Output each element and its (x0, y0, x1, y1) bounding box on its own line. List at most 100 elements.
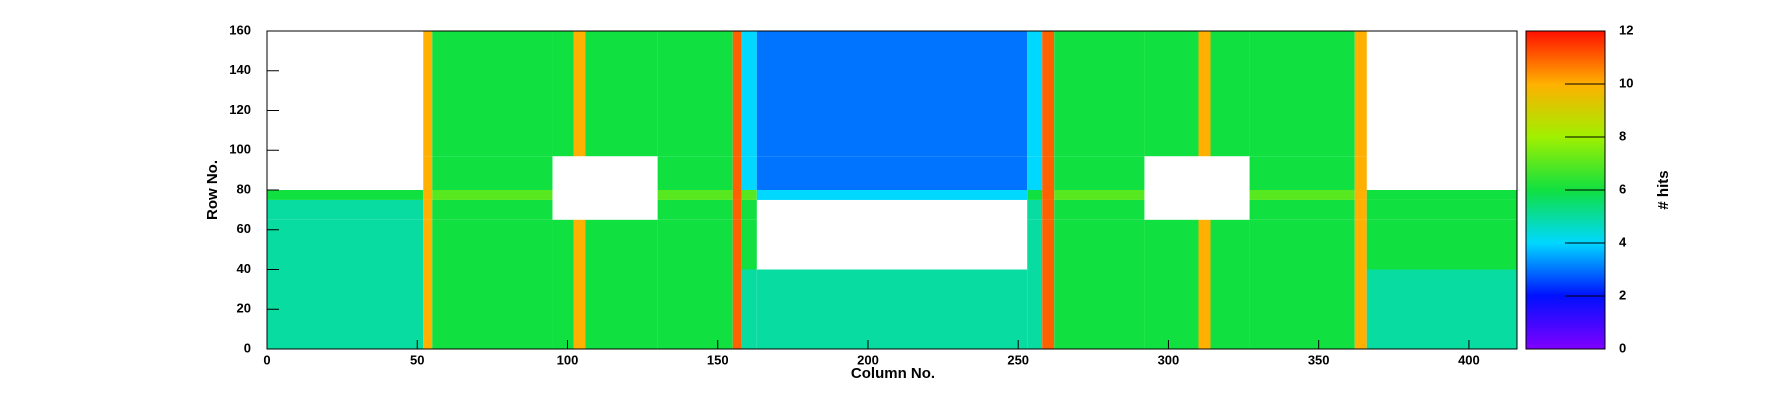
heatmap-cell (423, 190, 433, 200)
x-tick-label: 350 (1308, 352, 1330, 367)
heatmap-cell (1249, 156, 1355, 190)
heatmap-cell (756, 190, 1028, 200)
colorbar-tick-label: 6 (1619, 181, 1626, 196)
heatmap-cell (552, 219, 574, 270)
colorbar-tick-label: 8 (1619, 128, 1626, 143)
heatmap-cell (1027, 269, 1043, 349)
heatmap-cell (1054, 219, 1145, 270)
heatmap-cell (756, 156, 1028, 190)
y-tick-label: 80 (237, 181, 251, 196)
heatmap-cell (585, 219, 658, 270)
heatmap-cell (573, 31, 586, 157)
heatmap-cell (1144, 269, 1199, 349)
heatmap-cell (741, 190, 757, 200)
heatmap-cell (432, 156, 553, 190)
colorbar-tick-label: 10 (1619, 75, 1633, 90)
heatmap-cell (1054, 156, 1145, 190)
heatmap-cell (1027, 190, 1043, 200)
heatmap-cell (1042, 156, 1055, 190)
heatmap-cell (1027, 31, 1043, 157)
heatmap-cell (1027, 219, 1043, 270)
colorbar-title: # hits (1655, 170, 1672, 209)
heatmap-cell (1198, 31, 1211, 157)
heatmap-cell (1144, 219, 1199, 270)
x-tick-label: 300 (1158, 352, 1180, 367)
heatmap-cell (1249, 31, 1355, 157)
heatmap-cell (1027, 156, 1043, 190)
heatmap-cell (756, 31, 1028, 157)
x-tick-label: 250 (1007, 352, 1029, 367)
heatmap-cell (1042, 31, 1055, 157)
heatmap-cell (1354, 269, 1367, 349)
heatmap-cell (267, 219, 424, 270)
heatmap-cell (1354, 156, 1367, 190)
heatmap-cell (552, 31, 574, 157)
heatmap-cell (1354, 190, 1367, 200)
y-tick-label: 60 (237, 221, 251, 236)
heatmap-cell (1210, 269, 1250, 349)
heatmap-cell (432, 190, 553, 200)
heatmap-cell (1249, 219, 1355, 270)
heatmap-cell (1210, 31, 1250, 157)
heatmap-cell (732, 219, 742, 270)
heatmap-cell (432, 199, 553, 220)
heatmap-cell (741, 219, 757, 270)
heatmap-cell (573, 269, 586, 349)
heatmap-cell (267, 190, 424, 200)
heatmap-cell (1366, 219, 1517, 270)
y-tick-label: 0 (244, 340, 251, 355)
heatmap-cell (423, 156, 433, 190)
heatmap-cell (1249, 199, 1355, 220)
heatmap-cell (432, 31, 553, 157)
heatmap-cell (1054, 190, 1145, 200)
heatmap-cell (585, 269, 658, 349)
heatmap-cell (573, 219, 586, 270)
heatmap-cell (552, 269, 574, 349)
heatmap-cell (657, 199, 733, 220)
heatmap-cell (1210, 219, 1250, 270)
heatmap-cell (432, 269, 553, 349)
heatmap-cell (423, 219, 433, 270)
colorbar-tick-label: 0 (1619, 340, 1626, 355)
x-tick-label: 150 (707, 352, 729, 367)
x-tick-label: 200 (857, 352, 879, 367)
heatmap-cell (267, 269, 424, 349)
heatmap-cell (1198, 269, 1211, 349)
heatmap-cell (732, 156, 742, 190)
heatmap-cell (1042, 199, 1055, 220)
heatmap-cell (1027, 199, 1043, 220)
y-tick-label: 160 (229, 22, 251, 37)
heatmap-cell (1144, 31, 1199, 157)
heatmap-cell (732, 190, 742, 200)
heatmap-cell (657, 269, 733, 349)
heatmap-cell (732, 269, 742, 349)
heatmap-cell (1366, 190, 1517, 200)
heatmap-cell (657, 31, 733, 157)
heatmap-cell (432, 219, 553, 270)
heatmap-cell (1042, 190, 1055, 200)
heatmap-cell (585, 31, 658, 157)
heatmap-cell (741, 269, 757, 349)
heatmap-cell (1042, 219, 1055, 270)
heatmap-cell (423, 269, 433, 349)
heatmap-cell (1249, 269, 1355, 349)
y-tick-label: 120 (229, 102, 251, 117)
colorbar-tick-label: 4 (1619, 234, 1627, 249)
heatmap-cell (1042, 269, 1055, 349)
heatmap-cell (732, 199, 742, 220)
heatmap-cell (1354, 199, 1367, 220)
heatmap-cell (1366, 199, 1517, 220)
heatmap-cell (741, 31, 757, 157)
heatmap-cell (1354, 31, 1367, 157)
y-axis-title: Row No. (204, 160, 221, 220)
colorbar-tick-label: 12 (1619, 22, 1633, 37)
x-tick-label: 0 (263, 352, 270, 367)
heatmap-cell (657, 190, 733, 200)
heatmap-cell (423, 199, 433, 220)
heatmap-cell (741, 199, 757, 220)
heatmap-cell (657, 156, 733, 190)
heatmap-cell (1054, 269, 1145, 349)
heatmap-cell (1198, 219, 1211, 270)
heatmap-cell (732, 31, 742, 157)
